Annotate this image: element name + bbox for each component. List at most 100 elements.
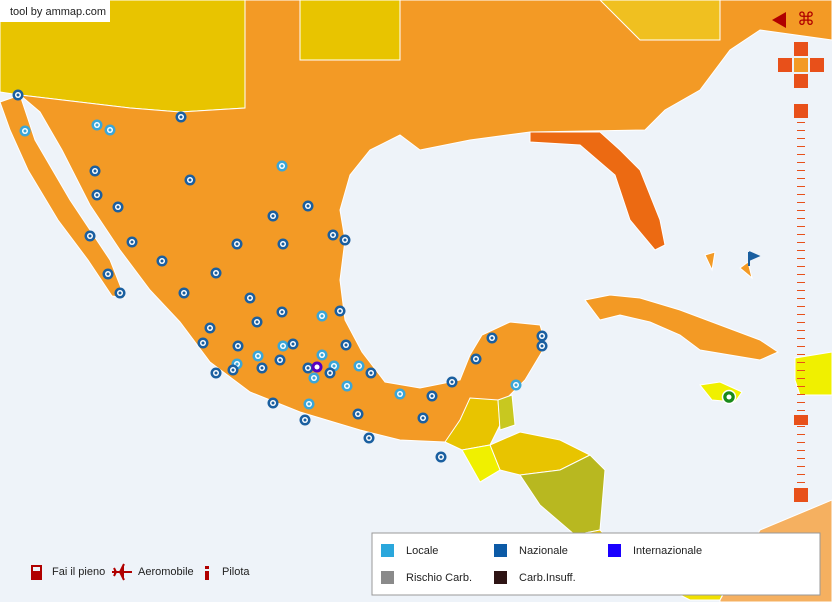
airport-dot <box>331 233 335 237</box>
legend-swatch <box>494 544 507 557</box>
airport-dot <box>320 314 324 318</box>
airport-dot <box>514 383 518 387</box>
airport-dot <box>118 291 122 295</box>
us-plains <box>299 0 401 61</box>
home[interactable] <box>794 58 808 72</box>
navigation: ⌘ <box>772 9 824 502</box>
toolbar-icon[interactable] <box>31 565 42 580</box>
airport-dot <box>214 371 218 375</box>
airport-dot <box>179 115 183 119</box>
toolbar-icon[interactable] <box>205 566 209 580</box>
command-icon[interactable]: ⌘ <box>797 9 815 29</box>
airport-dot <box>108 128 112 132</box>
zoom-handle[interactable] <box>794 415 808 425</box>
airport-dot <box>235 242 239 246</box>
airport-dot <box>338 309 342 313</box>
airport-dot <box>95 123 99 127</box>
airport-dot <box>255 320 259 324</box>
airport-dot <box>256 354 260 358</box>
legend: Locale Nazionale Internazionale Rischio Car… <box>381 544 702 584</box>
airport-dot <box>356 412 360 416</box>
airport-dot <box>398 392 402 396</box>
baja-california <box>0 94 126 299</box>
airport-dot <box>320 353 324 357</box>
el-salvador <box>461 444 501 483</box>
airport-dot <box>16 93 20 97</box>
legend-label: Internazionale <box>633 545 702 557</box>
airport-dot <box>344 343 348 347</box>
pan-up[interactable] <box>794 42 808 56</box>
airport-dot <box>306 366 310 370</box>
legend-swatch <box>381 544 394 557</box>
airport-dot <box>23 129 27 133</box>
zoom-in[interactable] <box>794 104 808 118</box>
airport-center <box>726 394 732 400</box>
airport-dot <box>332 364 336 368</box>
pan-right[interactable] <box>810 58 824 72</box>
airport-dot <box>430 394 434 398</box>
belize <box>497 394 516 431</box>
legend-label: Carb.Insuff. <box>519 572 576 584</box>
airport-dot <box>343 238 347 242</box>
credit-box <box>0 0 110 22</box>
airport-dot <box>474 357 478 361</box>
legend-label: Nazionale <box>519 545 568 557</box>
airport-dot <box>312 376 316 380</box>
hispaniola <box>794 351 832 396</box>
legend-swatch <box>608 544 621 557</box>
airport-dot <box>328 371 332 375</box>
airport-dot <box>116 205 120 209</box>
credit[interactable]: tool by ammap.com <box>10 6 106 18</box>
nicaragua <box>519 454 606 536</box>
airport-dot <box>260 366 264 370</box>
airport-dot <box>303 418 307 422</box>
airport-dot <box>450 380 454 384</box>
airport-dot <box>201 341 205 345</box>
airport-dot <box>307 402 311 406</box>
toolbar-icon[interactable] <box>112 563 132 581</box>
legend-swatch <box>494 571 507 584</box>
airport-dot <box>271 214 275 218</box>
airport-dot <box>490 336 494 340</box>
airport-dot <box>106 272 110 276</box>
airport-dot <box>188 178 192 182</box>
airport-dot <box>291 342 295 346</box>
toolbar-label[interactable]: Pilota <box>222 566 250 578</box>
florida <box>529 131 666 251</box>
airport-dot <box>281 242 285 246</box>
bahamas <box>704 251 753 280</box>
airports <box>12 89 761 463</box>
airport-dot <box>306 204 310 208</box>
us-east <box>599 0 721 41</box>
airport-dot <box>357 364 361 368</box>
airport-dot <box>235 362 239 366</box>
legend-label: Rischio Carb. <box>406 572 472 584</box>
airport-dot <box>278 358 282 362</box>
airport-dot <box>540 344 544 348</box>
pan-down[interactable] <box>794 74 808 88</box>
airport-dot <box>271 401 275 405</box>
airport-dot <box>280 310 284 314</box>
airport-dot <box>281 344 285 348</box>
airport-dot <box>369 371 373 375</box>
zoom-out[interactable] <box>794 488 808 502</box>
toolbar-label[interactable]: Aeromobile <box>138 566 194 578</box>
cuba <box>584 294 780 361</box>
airport-dot <box>231 368 235 372</box>
legend-label: Locale <box>406 545 438 557</box>
toolbar: Fai il pieno Aeromobile Pilota <box>31 563 250 581</box>
toolbar-label[interactable]: Fai il pieno <box>52 566 105 578</box>
airport-center <box>314 364 320 370</box>
airport-dot <box>280 164 284 168</box>
legend-box <box>371 532 821 596</box>
airport-dot <box>236 344 240 348</box>
airport-dot <box>93 169 97 173</box>
collapse-arrow[interactable] <box>772 12 786 28</box>
airport-dot <box>248 296 252 300</box>
airport-dot <box>95 193 99 197</box>
flag-marker[interactable] <box>748 251 761 266</box>
pan-left[interactable] <box>778 58 792 72</box>
airport-dot <box>345 384 349 388</box>
